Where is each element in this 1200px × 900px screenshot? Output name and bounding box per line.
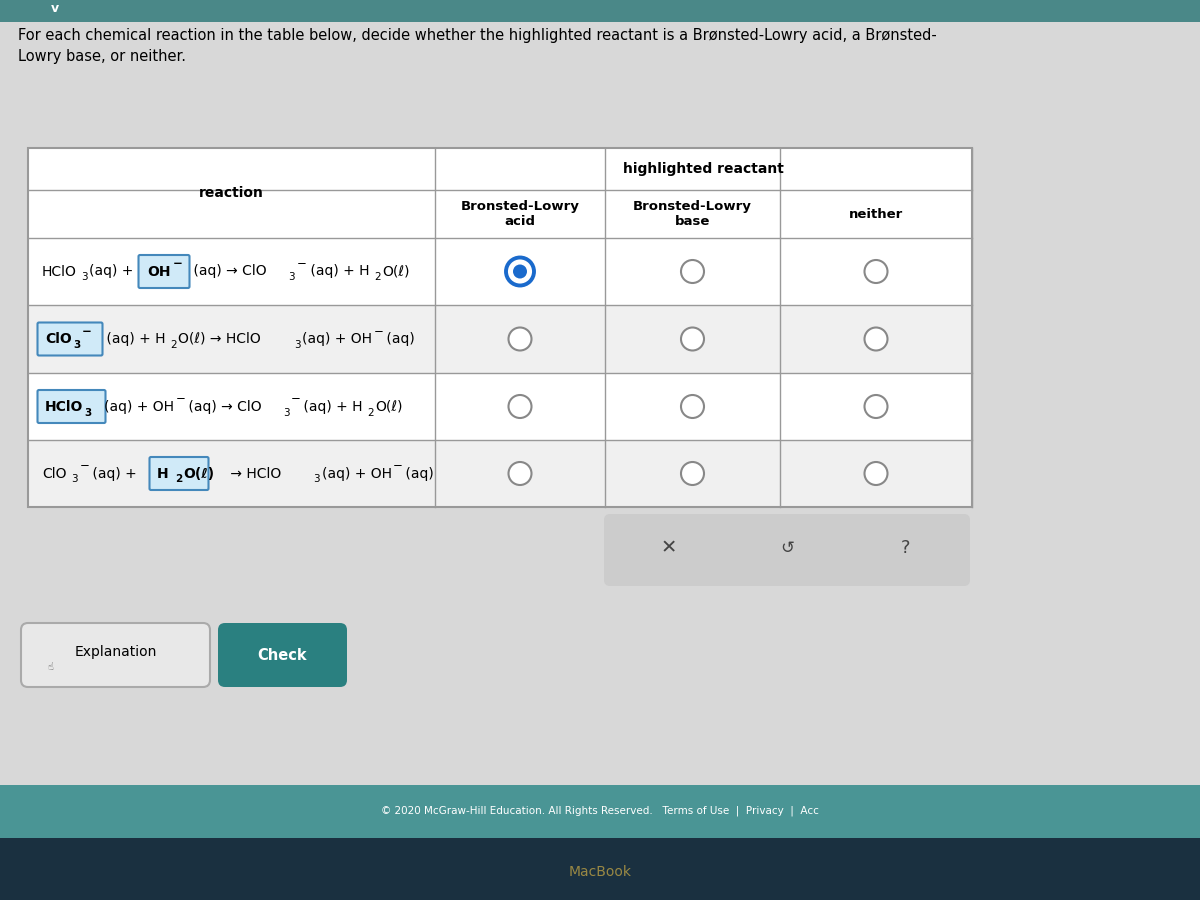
- FancyBboxPatch shape: [138, 255, 190, 288]
- Text: neither: neither: [848, 208, 904, 220]
- Text: H: H: [157, 466, 169, 481]
- FancyBboxPatch shape: [0, 22, 1200, 785]
- Text: Explanation: Explanation: [74, 645, 157, 659]
- Text: ✕: ✕: [661, 538, 677, 557]
- Text: 2: 2: [175, 474, 182, 484]
- Text: 2: 2: [367, 408, 374, 418]
- Text: (aq) + OH: (aq) + OH: [104, 400, 174, 413]
- Text: v: v: [50, 2, 59, 14]
- Text: 3: 3: [82, 273, 88, 283]
- Circle shape: [682, 462, 704, 485]
- Text: 3: 3: [84, 408, 91, 418]
- Text: © 2020 McGraw-Hill Education. All Rights Reserved.   Terms of Use  |  Privacy  |: © 2020 McGraw-Hill Education. All Rights…: [382, 806, 818, 816]
- Text: HClO: HClO: [42, 265, 77, 278]
- Text: O(ℓ): O(ℓ): [184, 466, 215, 481]
- Text: HClO: HClO: [46, 400, 83, 413]
- Text: Check: Check: [258, 647, 307, 662]
- Text: ↺: ↺: [780, 539, 794, 557]
- Text: Bronsted-Lowry
base: Bronsted-Lowry base: [634, 200, 752, 228]
- FancyBboxPatch shape: [22, 623, 210, 687]
- Text: (aq): (aq): [382, 332, 415, 346]
- Text: 2: 2: [170, 340, 178, 350]
- Text: −: −: [296, 257, 306, 270]
- Circle shape: [509, 328, 532, 350]
- Text: (aq) +: (aq) +: [89, 265, 138, 278]
- Text: 3: 3: [73, 340, 80, 350]
- Text: Bronsted-Lowry
acid: Bronsted-Lowry acid: [461, 200, 580, 228]
- Text: O(ℓ): O(ℓ): [383, 265, 410, 278]
- Text: reaction: reaction: [199, 186, 264, 200]
- FancyBboxPatch shape: [0, 785, 1200, 838]
- Text: O(ℓ): O(ℓ): [376, 400, 403, 413]
- Text: −: −: [394, 459, 403, 472]
- Text: ClO: ClO: [42, 466, 66, 481]
- Text: OH: OH: [148, 265, 170, 278]
- FancyBboxPatch shape: [28, 148, 972, 507]
- Circle shape: [506, 257, 534, 285]
- Text: −: −: [173, 257, 182, 270]
- Text: 3: 3: [288, 273, 295, 283]
- Circle shape: [864, 260, 888, 283]
- Text: highlighted reactant: highlighted reactant: [623, 162, 784, 176]
- Text: −: −: [175, 392, 185, 405]
- Text: For each chemical reaction in the table below, decide whether the highlighted re: For each chemical reaction in the table …: [18, 28, 937, 64]
- Text: (aq) + OH: (aq) + OH: [322, 466, 391, 481]
- FancyBboxPatch shape: [0, 838, 1200, 900]
- Text: (aq) + H: (aq) + H: [306, 265, 370, 278]
- Circle shape: [864, 462, 888, 485]
- Circle shape: [864, 395, 888, 418]
- Text: (aq) + H: (aq) + H: [102, 332, 166, 346]
- Text: (aq): (aq): [401, 466, 433, 481]
- FancyBboxPatch shape: [37, 322, 102, 356]
- FancyBboxPatch shape: [0, 0, 1200, 22]
- FancyBboxPatch shape: [150, 457, 209, 490]
- Text: −: −: [373, 325, 383, 338]
- Text: −: −: [292, 392, 301, 405]
- Circle shape: [682, 260, 704, 283]
- Text: −: −: [79, 459, 89, 472]
- Text: O(ℓ) → HClO: O(ℓ) → HClO: [179, 332, 262, 346]
- Text: (aq) + OH: (aq) + OH: [302, 332, 372, 346]
- Text: 3: 3: [313, 474, 320, 484]
- Text: ☝: ☝: [47, 662, 53, 672]
- Text: → HClO: → HClO: [226, 466, 281, 481]
- Circle shape: [509, 395, 532, 418]
- Text: 3: 3: [294, 340, 301, 350]
- Text: ClO: ClO: [46, 332, 72, 346]
- Text: −: −: [82, 325, 92, 338]
- FancyBboxPatch shape: [37, 390, 106, 423]
- FancyBboxPatch shape: [28, 305, 972, 373]
- Text: ?: ?: [900, 539, 910, 557]
- FancyBboxPatch shape: [218, 623, 347, 687]
- Circle shape: [682, 395, 704, 418]
- Circle shape: [512, 265, 527, 278]
- FancyBboxPatch shape: [28, 440, 972, 507]
- Text: MacBook: MacBook: [569, 865, 631, 879]
- Text: 2: 2: [374, 273, 382, 283]
- FancyBboxPatch shape: [604, 514, 970, 586]
- Text: 3: 3: [283, 408, 289, 418]
- Circle shape: [682, 328, 704, 350]
- Text: (aq) + H: (aq) + H: [299, 400, 362, 413]
- Text: (aq) → ClO: (aq) → ClO: [184, 400, 262, 413]
- Text: (aq) +: (aq) +: [88, 466, 140, 481]
- Circle shape: [864, 328, 888, 350]
- Text: (aq) → ClO: (aq) → ClO: [190, 265, 266, 278]
- Bar: [28, 148, 972, 507]
- Text: 3: 3: [72, 474, 78, 484]
- Circle shape: [509, 462, 532, 485]
